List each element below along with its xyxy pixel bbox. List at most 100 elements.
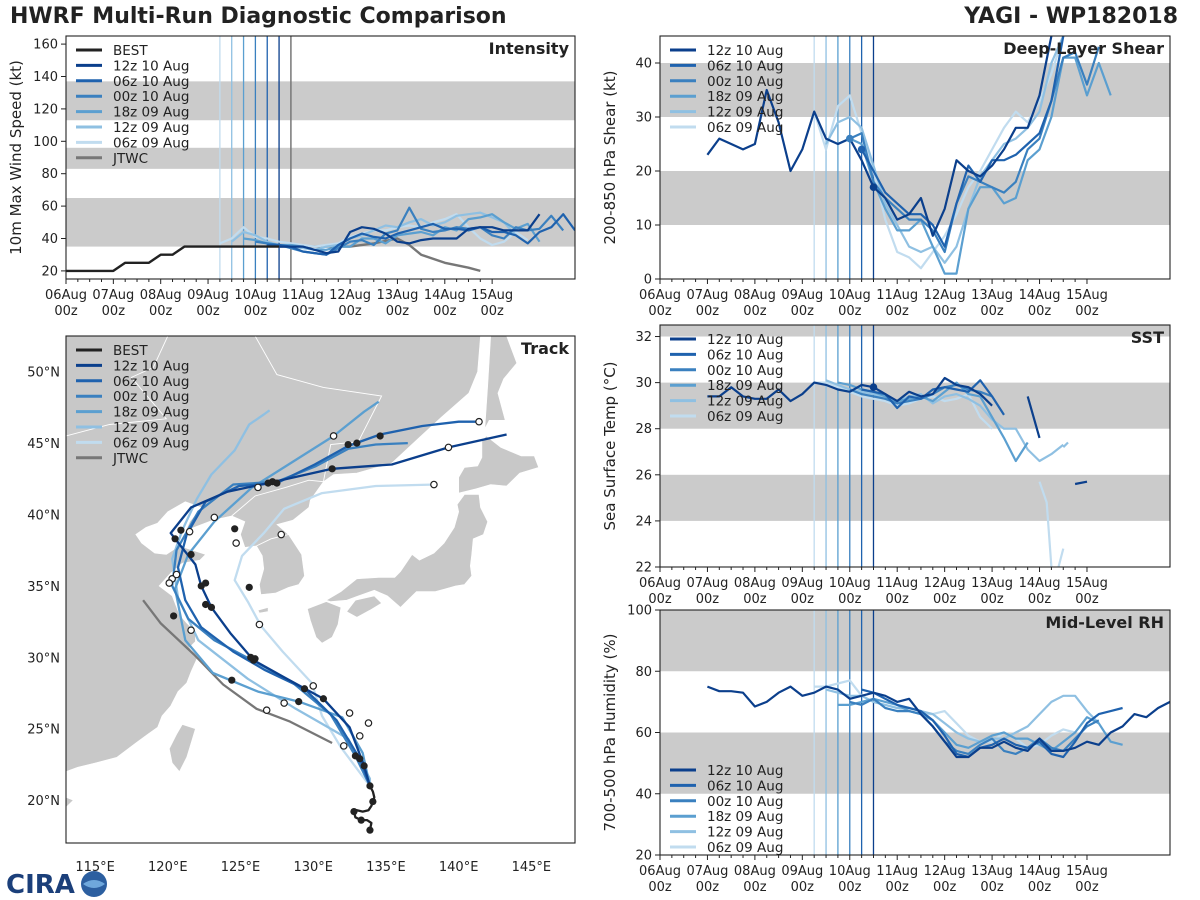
shear-xtick-day: 13Aug <box>971 288 1013 303</box>
shear-init-marker <box>869 183 878 191</box>
track-position-open <box>475 417 483 426</box>
sst-xtick-day: 09Aug <box>781 576 823 591</box>
intensity-plot-area <box>66 36 575 279</box>
track-xtick-label: 130°E <box>293 860 333 875</box>
sst-ytick-label: 26 <box>635 468 652 483</box>
sst-ytick-label: 28 <box>635 422 652 437</box>
intensity-ytick-label: 160 <box>33 38 58 53</box>
track-map-area <box>66 336 575 843</box>
track-position-dot <box>247 653 255 661</box>
rh-xtick-hour: 00z <box>743 880 767 895</box>
sst-ytick-label: 32 <box>635 330 652 345</box>
track-position-dot <box>187 550 195 559</box>
intensity-shade-band <box>66 147 575 169</box>
track-ytick-label: 20°N <box>27 794 60 809</box>
shear-xtick-day: 12Aug <box>924 288 966 303</box>
rh-xtick-day: 07Aug <box>686 864 728 879</box>
track-position-dot <box>170 612 178 620</box>
shear-series-00z-10-aug <box>849 46 1100 254</box>
track-position-open <box>185 527 194 536</box>
rh-series-18z-09-aug <box>837 697 1123 753</box>
track-position-dot <box>319 695 328 703</box>
land-taiwan <box>168 724 196 773</box>
rh-xtick-day: 06Aug <box>639 864 681 879</box>
rh-series-06z-10-aug <box>861 688 1123 759</box>
rh-panel-title: Mid-Level RH <box>1045 613 1164 632</box>
sst-xtick-day: 08Aug <box>734 576 776 591</box>
intensity-xtick-day: 12Aug <box>329 288 371 303</box>
track-position-open <box>355 732 364 740</box>
track-best <box>352 785 376 831</box>
intensity-ylabel: 10m Max Wind Speed (kt) <box>7 60 25 255</box>
sst-xtick-hour: 00z <box>933 592 957 607</box>
shear-panel-title: Deep-Layer Shear <box>1003 39 1164 58</box>
track-panel-title: Track <box>521 339 569 358</box>
sst-init-marker <box>869 383 878 392</box>
shear-xtick-day: 11Aug <box>876 288 918 303</box>
shear-xtick-hour: 00z <box>838 304 862 319</box>
cira-logo-text: CIRA <box>6 870 75 898</box>
track-position-open <box>262 706 271 714</box>
rh-shade-band <box>660 610 1170 672</box>
sst-xtick-hour: 00z <box>1075 592 1099 607</box>
shear-ytick-label: 30 <box>635 111 652 126</box>
intensity-xtick-day: 11Aug <box>282 288 324 303</box>
sst-xtick-hour: 00z <box>743 592 767 607</box>
rh-xtick-day: 15Aug <box>1066 864 1108 879</box>
rh-series-12z-10-aug <box>707 685 1170 759</box>
sst-legend-label: 18z 09 Aug <box>707 378 783 394</box>
intensity-xtick-hour: 00z <box>244 304 268 319</box>
sst-ytick-label: 22 <box>635 561 652 576</box>
shear-ytick-label: 40 <box>635 57 652 72</box>
track-ytick-label: 30°N <box>27 651 60 666</box>
sst-xtick-hour: 00z <box>980 592 1004 607</box>
track-position-open <box>254 483 262 492</box>
rh-ytick-label: 100 <box>627 604 652 619</box>
track-jtwc <box>142 599 333 745</box>
shear-xtick-hour: 00z <box>743 304 767 319</box>
intensity-xtick-day: 09Aug <box>187 288 229 303</box>
intensity-ytick-label: 60 <box>41 200 58 215</box>
sst-legend-label: 00z 10 Aug <box>707 363 783 379</box>
intensity-xtick-day: 10Aug <box>234 288 276 303</box>
sst-xtick-day: 06Aug <box>639 576 681 591</box>
rh-ytick-label: 80 <box>635 665 652 680</box>
shear-frame <box>659 35 1171 280</box>
track-position-open <box>339 742 348 750</box>
intensity-xtick-hour: 00z <box>291 304 315 319</box>
rh-legend-label: 12z 10 Aug <box>707 763 783 779</box>
rh-xtick-hour: 00z <box>648 880 672 895</box>
rh-xtick-day: 13Aug <box>971 864 1013 879</box>
track-position-open <box>210 513 219 522</box>
shear-legend-label: 18z 09 Aug <box>707 89 783 105</box>
shear-legend-label: 06z 10 Aug <box>707 58 783 74</box>
track-position-dot <box>353 439 361 447</box>
track-position-dot <box>357 816 365 824</box>
track-legend-label: BEST <box>113 343 148 359</box>
track-legend-label: 06z 10 Aug <box>113 374 189 390</box>
track-position-dot <box>295 698 303 706</box>
intensity-series-18z-09-aug <box>243 213 541 251</box>
land-hokkaido <box>458 435 539 494</box>
chart-sst: 22242628303206Aug00z07Aug00z08Aug00z09Au… <box>601 324 1171 607</box>
rh-legend-label: 12z 09 Aug <box>707 825 783 841</box>
shear-ytick-label: 10 <box>635 219 652 234</box>
sst-legend-label: 06z 09 Aug <box>707 409 783 425</box>
sst-ytick-label: 24 <box>635 514 652 529</box>
track-position-open <box>430 480 438 489</box>
sst-legend-label: 12z 09 Aug <box>707 394 783 410</box>
chart-intensity: 2040608010012014016006Aug00z07Aug00z08Au… <box>7 35 576 319</box>
intensity-panel-title: Intensity <box>489 39 570 58</box>
rh-xtick-day: 12Aug <box>924 864 966 879</box>
intensity-legend-label: 12z 09 Aug <box>113 120 189 136</box>
intensity-xtick-day: 08Aug <box>140 288 182 303</box>
intensity-ytick-label: 20 <box>41 264 58 279</box>
track-xtick-label: 140°E <box>439 860 479 875</box>
sst-legend-label: 12z 10 Aug <box>707 332 783 348</box>
intensity-xtick-hour: 00z <box>196 304 220 319</box>
shear-plot-area <box>660 36 1170 279</box>
intensity-xtick-day: 13Aug <box>376 288 418 303</box>
rh-xtick-hour: 00z <box>791 880 815 895</box>
shear-ytick-label: 0 <box>644 273 652 288</box>
